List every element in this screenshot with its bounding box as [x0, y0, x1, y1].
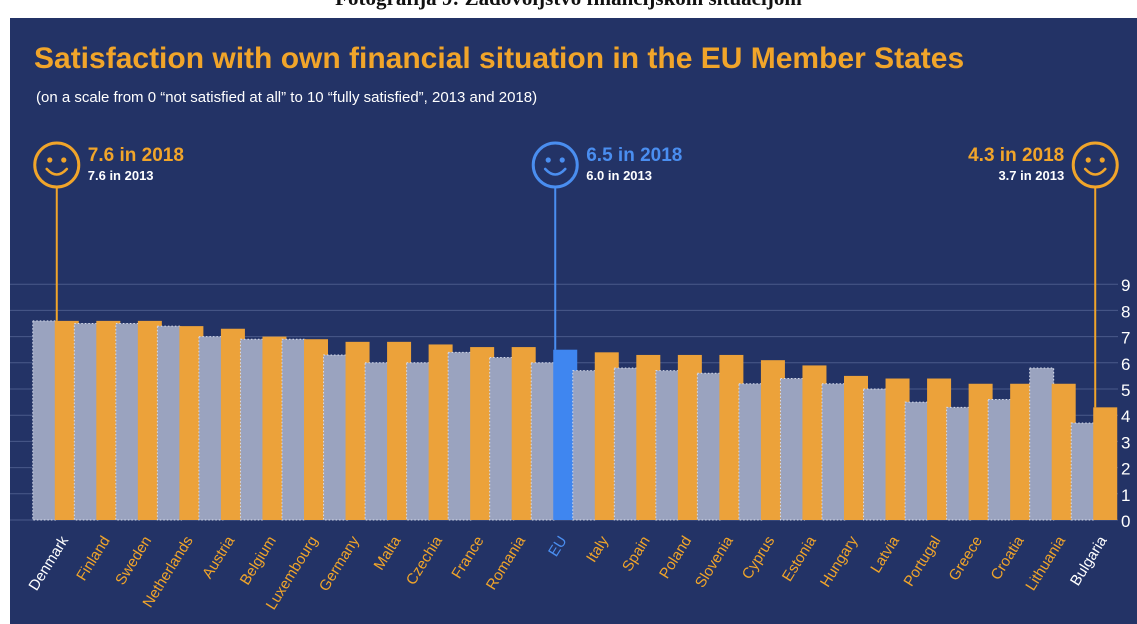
- category-label: Germany: [316, 533, 363, 595]
- bar-2013: [613, 367, 639, 521]
- category-label: Belgium: [237, 533, 280, 588]
- y-tick-label: 7: [1121, 329, 1130, 348]
- category-label: Croatia: [988, 533, 1028, 584]
- annotation-eu: 6.5 in 2018 6.0 in 2013: [531, 141, 682, 350]
- bar-2013: [281, 338, 307, 521]
- bar-2018: [54, 320, 79, 520]
- category-label: Lithuania: [1022, 533, 1069, 594]
- category-label: Malta: [371, 533, 405, 574]
- bar-2013: [447, 351, 473, 521]
- document-caption: Fotografija 9: Zadovoljstvo financijskom…: [0, 0, 1137, 11]
- bar-2013: [115, 323, 141, 521]
- category-label: Spain: [619, 533, 654, 575]
- annotation-value-2013: 3.7 in 2013: [998, 168, 1064, 183]
- bar-2013: [904, 401, 930, 521]
- annotations: 7.6 in 2018 7.6 in 2013 6.5 in 2018 6.0 in …: [33, 141, 1119, 408]
- category-label: Estonia: [779, 533, 820, 585]
- bar-2013: [738, 383, 764, 521]
- bar-2018: [1093, 407, 1118, 520]
- chart-subtitle: (on a scale from 0 “not satisfied at all…: [36, 89, 537, 106]
- y-tick-label: 1: [1121, 486, 1130, 505]
- annotation-bulgaria: 4.3 in 2018 3.7 in 2013: [968, 141, 1119, 408]
- annotation-value-2018: 6.5 in 2018: [586, 145, 682, 166]
- bar-2013: [655, 370, 681, 521]
- category-label: Portugal: [900, 533, 944, 589]
- bar-2013: [530, 362, 556, 521]
- bar-2013: [572, 370, 598, 521]
- chart-title: Satisfaction with own financial situatio…: [34, 42, 964, 75]
- y-tick-label: 2: [1121, 460, 1130, 479]
- category-label: Bulgaria: [1067, 533, 1111, 589]
- annotation-value-2013: 7.6 in 2013: [88, 168, 154, 183]
- category-label: France: [448, 533, 487, 582]
- bar-2013: [987, 398, 1013, 521]
- bar-2013: [406, 362, 432, 521]
- smiley-icon: [531, 141, 579, 189]
- bars: [32, 320, 1118, 521]
- bar-2018: [1010, 383, 1035, 520]
- category-label: Finland: [73, 533, 113, 584]
- y-tick-label: 3: [1121, 433, 1130, 452]
- bar-2013: [239, 338, 265, 521]
- bar-2013: [364, 362, 390, 521]
- annotation-value-2013: 6.0 in 2013: [586, 168, 652, 183]
- category-label: Czechia: [403, 533, 446, 589]
- y-tick-label: 5: [1121, 381, 1130, 400]
- smiley-icon: [1071, 141, 1119, 189]
- y-tick-label: 9: [1121, 276, 1130, 295]
- bar-2013: [1029, 367, 1055, 521]
- bar-2013: [821, 383, 847, 521]
- bar-2013: [73, 323, 99, 521]
- category-label: Italy: [583, 533, 612, 566]
- y-axis: 0 1 2 3 4 5 6 7 8 9: [1121, 276, 1130, 531]
- y-tick-label: 4: [1121, 407, 1130, 426]
- bar-2013: [946, 406, 972, 521]
- bar-2013: [489, 357, 515, 521]
- bar-2013: [32, 320, 58, 521]
- bar-2013: [696, 372, 722, 521]
- category-label: Denmark: [25, 533, 72, 594]
- category-label: Cyprus: [739, 533, 779, 582]
- y-tick-label: 6: [1121, 355, 1130, 374]
- bar-2013: [1070, 422, 1096, 521]
- y-tick-label: 8: [1121, 302, 1130, 321]
- annotation-value-2018: 7.6 in 2018: [88, 145, 184, 166]
- bar-chart: Satisfaction with own financial situatio…: [10, 42, 1130, 613]
- category-label: Poland: [656, 533, 695, 582]
- bar-2013: [156, 325, 182, 521]
- bar-2013: [198, 336, 224, 521]
- chart-panel: Satisfaction with own financial situatio…: [10, 18, 1137, 624]
- annotation-denmark: 7.6 in 2018 7.6 in 2013: [33, 141, 184, 321]
- category-label: Hungary: [817, 533, 862, 591]
- bar-2013: [323, 354, 349, 521]
- smiley-icon: [33, 141, 81, 189]
- bar-2013: [779, 378, 805, 521]
- bar-2013: [863, 388, 889, 521]
- y-tick-label: 0: [1121, 512, 1130, 531]
- category-label: Greece: [946, 533, 986, 584]
- category-label: Slovenia: [692, 533, 737, 591]
- category-label: Sweden: [112, 533, 155, 588]
- category-label: Austria: [199, 533, 239, 582]
- category-label: Latvia: [867, 533, 903, 577]
- category-label: EU: [545, 533, 570, 560]
- annotation-value-2018: 4.3 in 2018: [968, 145, 1064, 166]
- category-label: Romania: [483, 533, 530, 593]
